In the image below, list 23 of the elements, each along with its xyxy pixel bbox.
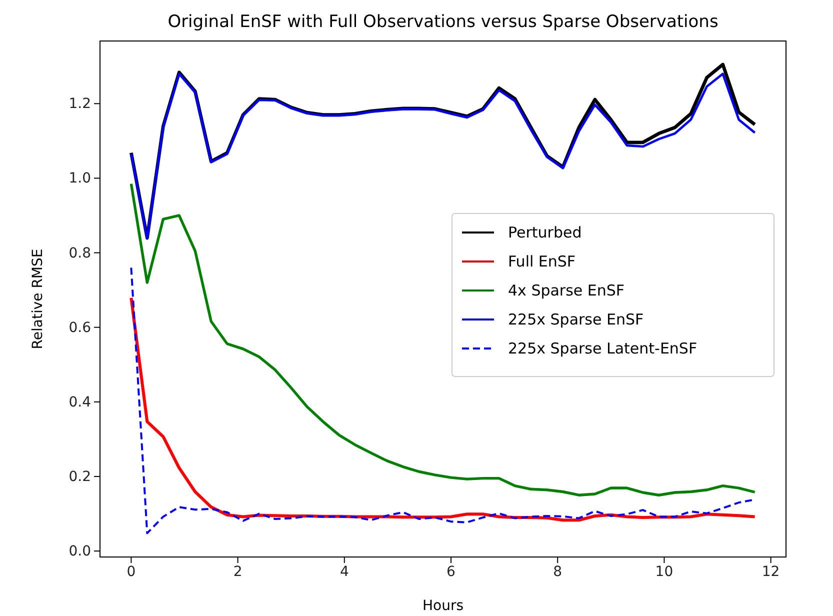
x-tick-label: 12 bbox=[762, 564, 780, 580]
y-tick-label: 0.4 bbox=[68, 394, 92, 410]
y-tick-label: 0.2 bbox=[68, 468, 91, 485]
y-tick-label: 0.8 bbox=[68, 245, 91, 262]
line-series bbox=[130, 182, 756, 496]
y-tick-label: 1.0 bbox=[68, 170, 91, 187]
legend-label: Full EnSF bbox=[508, 252, 576, 270]
legend-label: 225x Sparse EnSF bbox=[508, 310, 644, 328]
x-tick-label: 8 bbox=[553, 564, 562, 580]
y-tick-label: 0.6 bbox=[68, 320, 92, 336]
x-tick-label: 6 bbox=[446, 564, 456, 580]
x-tick-label: 2 bbox=[233, 564, 242, 580]
legend-label: 4x Sparse EnSF bbox=[508, 282, 625, 300]
chart-title: Original EnSF with Full Observations versus Sparse Observations bbox=[168, 12, 718, 32]
x-axis-title: Hours bbox=[422, 598, 464, 614]
x-tick-label: 10 bbox=[655, 564, 674, 580]
y-tick-label: 0.0 bbox=[68, 544, 91, 560]
y-tick-label: 1.2 bbox=[68, 96, 91, 112]
y-axis-title: Relative RMSE bbox=[30, 248, 46, 350]
x-tick-label: 0 bbox=[126, 564, 136, 580]
legend-label: 225x Sparse Latent-EnSF bbox=[508, 340, 698, 358]
legend-label: Perturbed bbox=[508, 224, 582, 242]
x-tick-label: 4 bbox=[340, 564, 349, 580]
